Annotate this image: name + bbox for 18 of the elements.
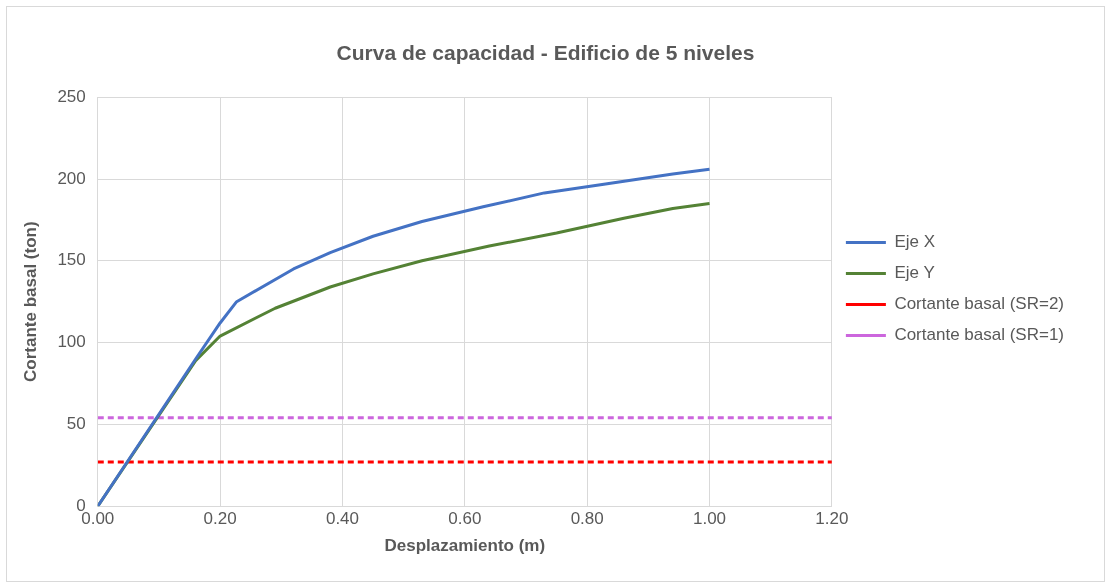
x-axis-title: Desplazamiento (m) — [384, 536, 546, 556]
legend-label: Eje Y — [894, 263, 935, 283]
y-tick-label: 50 — [66, 414, 86, 434]
y-axis-title: Cortante basal (ton) — [20, 221, 40, 382]
chart-title: Curva de capacidad - Edificio de 5 niveles — [336, 41, 755, 65]
y-tick-label: 150 — [57, 250, 86, 270]
x-tick-label: 0.40 — [325, 509, 360, 529]
y-tick-label: 250 — [57, 86, 86, 106]
y-tick-label: 200 — [57, 168, 86, 188]
x-tick-label: 0.20 — [203, 509, 237, 529]
legend-label: Cortante basal (SR=2) — [894, 294, 1065, 314]
legend-label: Cortante basal (SR=1) — [894, 325, 1065, 345]
x-tick-label: 0.80 — [570, 509, 604, 529]
x-tick-label: 1.20 — [815, 509, 849, 529]
legend-label: Eje X — [894, 232, 936, 252]
x-tick-label: 1.00 — [692, 509, 727, 529]
y-tick-label: 100 — [57, 332, 86, 352]
x-tick-label: 0.60 — [448, 509, 482, 529]
